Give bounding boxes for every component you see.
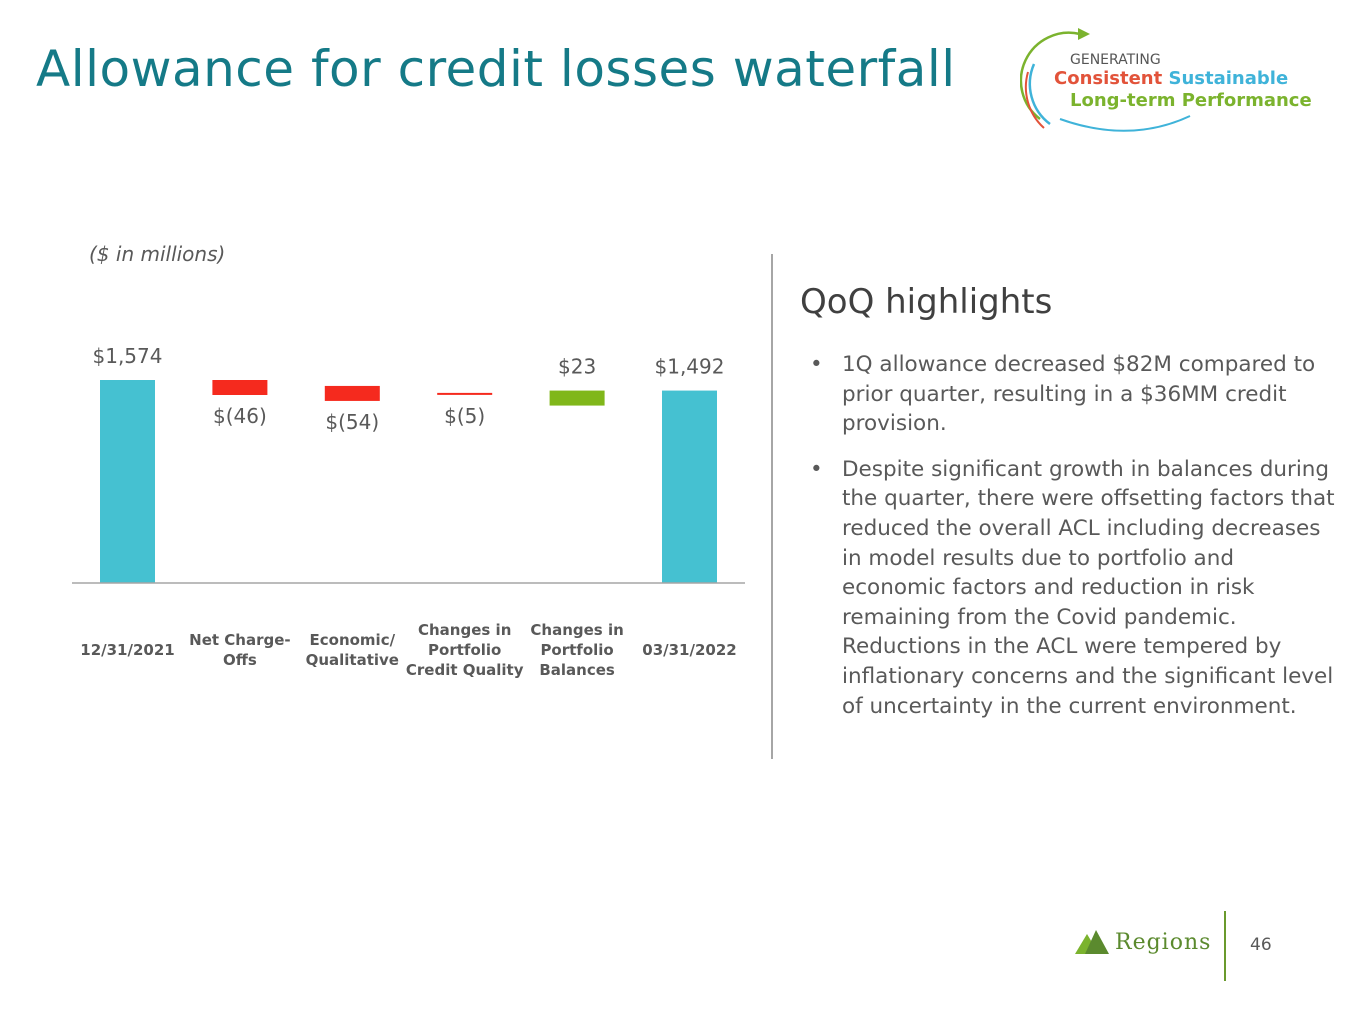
waterfall-bar — [100, 380, 155, 583]
regions-wordmark: Regions — [1115, 930, 1212, 955]
waterfall-bar — [549, 390, 605, 406]
highlight-bullet: • 1Q allowance decreased $82M compared to… — [806, 350, 1336, 439]
generating-performance-logo: GENERATING Consistent Sustainable Long-t… — [1020, 24, 1320, 139]
data-label: $(54) — [325, 410, 379, 434]
waterfall-bar — [324, 385, 380, 401]
bullet-dot-icon: • — [810, 352, 823, 377]
bullet-dot-icon: • — [810, 456, 823, 482]
page-number: 46 — [1250, 935, 1272, 955]
vertical-divider — [771, 254, 773, 759]
tagline-small: GENERATING — [1070, 52, 1161, 68]
tagline-line3: Long-term Performance — [1070, 90, 1312, 111]
data-label: $23 — [558, 355, 596, 379]
waterfall-bar — [437, 392, 493, 395]
footer-divider — [1224, 911, 1226, 981]
page-title: Allowance for credit losses waterfall — [36, 40, 956, 98]
tagline-line2: Consistent Sustainable — [1054, 68, 1288, 89]
category-tick-label: Changes in Portfolio Credit Quality — [406, 621, 524, 679]
highlight-text: 1Q allowance decreased $82M compared to … — [842, 352, 1316, 437]
data-label: $1,492 — [655, 355, 725, 379]
tagline-word-sustainable: Sustainable — [1168, 68, 1289, 89]
regions-pyramid-icon — [1075, 930, 1109, 954]
regions-logo: Regions — [1075, 928, 1225, 960]
waterfall-bar — [662, 390, 717, 583]
category-tick-label: Economic/Qualitative — [306, 631, 399, 669]
category-tick-label: Changes in Portfolio Balances — [530, 621, 623, 679]
highlight-bullet: • Despite significant growth in balances … — [806, 455, 1336, 721]
waterfall-bar — [212, 380, 268, 395]
data-label: $(5) — [444, 404, 485, 428]
data-label: $1,574 — [93, 344, 163, 368]
category-tick-label: Net Charge-Offs — [189, 631, 290, 669]
highlights-list: • 1Q allowance decreased $82M compared to… — [806, 350, 1336, 737]
highlights-heading: QoQ highlights — [800, 282, 1053, 322]
category-tick-label: 03/31/2022 — [642, 641, 736, 659]
units-note: ($ in millions) — [89, 242, 226, 266]
category-tick-label: 12/31/2021 — [80, 641, 174, 659]
data-label: $(46) — [213, 404, 267, 428]
highlight-text: Despite significant growth in balances d… — [842, 456, 1335, 719]
tagline-word-consistent: Consistent — [1054, 68, 1163, 89]
waterfall-chart: $1,574 12/31/2021 $(46) Net Charge-Offs $(54… — [72, 344, 745, 679]
swirl-arrow-icon — [1020, 28, 1191, 132]
